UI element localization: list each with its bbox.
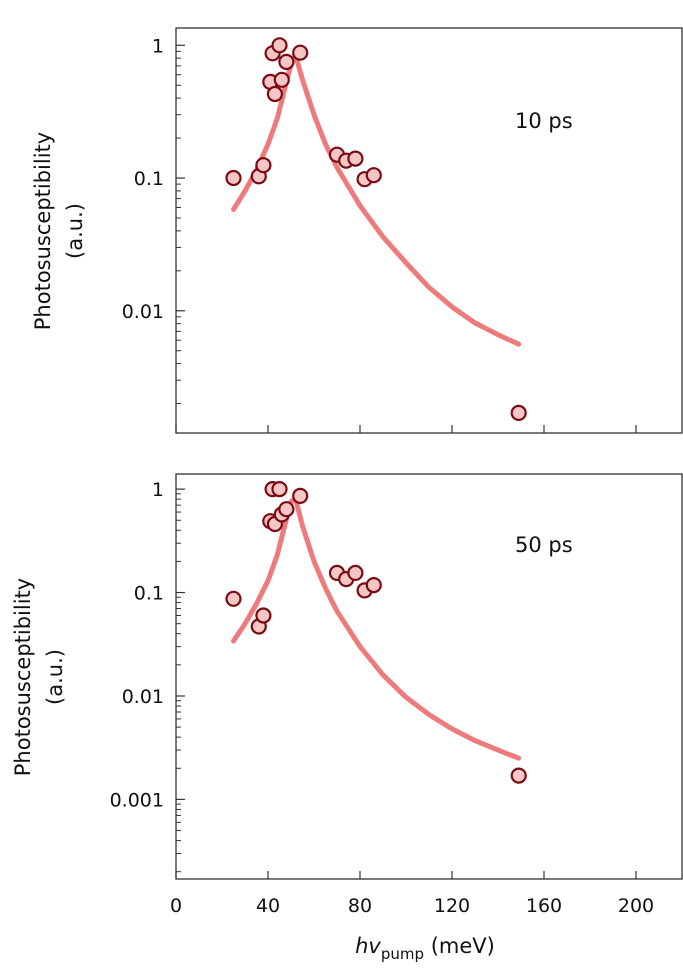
x-tick-label: 0	[170, 895, 182, 917]
x-ticks	[175, 425, 637, 433]
fit-curve	[231, 52, 522, 347]
annotation-50ps: 50 ps	[515, 533, 573, 557]
data-point	[365, 576, 382, 594]
x-axis-label: hvpump (meV)	[355, 934, 495, 963]
y-major-ticks: 1 0.1 0.01	[122, 35, 185, 323]
y-minor-ticks	[176, 493, 181, 873]
data-point	[225, 590, 242, 607]
x-tick-label: 200	[618, 895, 654, 917]
data-point	[273, 71, 290, 88]
data-point	[278, 501, 295, 518]
x-axis-label-symbol: hv	[355, 934, 381, 958]
y-axis-label: Photosusceptibility	[11, 578, 35, 776]
data-point	[225, 169, 242, 187]
y-tick-label: 0.001	[110, 789, 164, 811]
fit-curve	[231, 496, 522, 761]
x-tick-label: 160	[526, 895, 562, 917]
x-axis-label-subscript: pump	[381, 945, 424, 963]
data-point	[278, 53, 295, 71]
data-point	[292, 44, 309, 61]
y-tick-label: 1	[152, 35, 164, 57]
y-tick-label: 0.1	[134, 168, 164, 190]
x-tick-label: 80	[348, 895, 372, 917]
data-point	[255, 607, 272, 624]
fit-curve-group	[231, 52, 522, 347]
y-major-ticks: 1 0.1 0.01 0.001	[110, 479, 185, 811]
data-point	[292, 487, 309, 504]
data-point	[255, 157, 272, 174]
plot-frame	[175, 473, 683, 880]
y-tick-label: 0.01	[122, 686, 164, 708]
data-point	[365, 167, 382, 184]
y-tick-label: 0.1	[134, 583, 164, 605]
data-points-group	[225, 37, 527, 421]
y-axis-label-unit: (a.u.)	[43, 649, 67, 705]
x-axis-label-unit: (meV)	[424, 934, 495, 958]
y-axis-label-unit: (a.u.)	[63, 203, 87, 259]
x-ticks: 0 40 80 120 160 200	[170, 871, 654, 917]
fit-curve-group	[231, 496, 522, 761]
annotation-10ps: 10 ps	[515, 109, 573, 133]
panel-50ps: 1 0.1 0.01 0.001 0 40 80 120 160 200 50 ps Photo…	[11, 473, 683, 963]
y-tick-label: 1	[152, 479, 164, 501]
data-point	[510, 404, 527, 421]
panel-10ps: 1 0.1 0.01 10 ps Photosusceptibility (a.u.…	[31, 27, 683, 434]
x-tick-label: 120	[434, 895, 470, 917]
y-minor-ticks	[176, 50, 181, 405]
data-point	[347, 564, 364, 582]
y-axis-label: Photosusceptibility	[31, 132, 55, 330]
x-tick-label: 40	[256, 895, 280, 917]
data-point	[271, 37, 288, 54]
data-points-group	[225, 481, 527, 784]
data-point	[347, 150, 364, 167]
data-point	[266, 85, 283, 103]
plot-frame	[175, 27, 683, 434]
data-point	[510, 767, 527, 784]
data-point	[271, 481, 288, 498]
y-tick-label: 0.01	[122, 301, 164, 323]
